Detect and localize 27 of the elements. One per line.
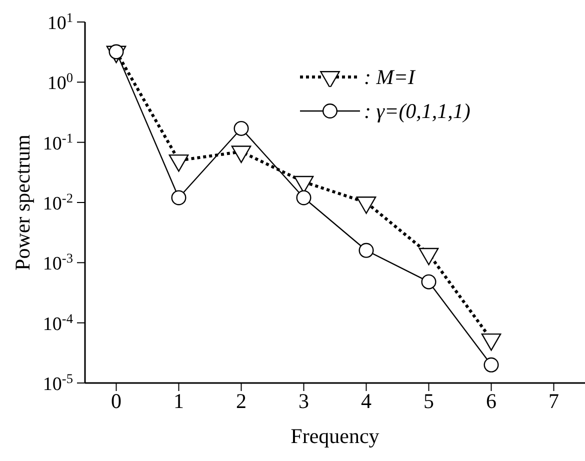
y-tick-label: 10$^{1}$ (47, 10, 73, 34)
y-tick-label: 10$^{-5}$ (42, 370, 74, 395)
x-tick-label: 1 (174, 388, 184, 413)
legend-label: : γ=(0,1,1,1) (364, 98, 470, 124)
point (484, 357, 499, 372)
y-tick-label: 10$^{-1}$ (42, 130, 73, 154)
point (356, 196, 376, 214)
point (421, 274, 436, 290)
point (296, 190, 312, 206)
point (168, 154, 189, 172)
y-tick-label: 10$^{-2}$ (42, 190, 73, 214)
x-tick-label: 5 (424, 388, 434, 413)
x-tick-label: 6 (486, 388, 496, 413)
y-tick-label: 10$^{0}$ (47, 70, 74, 94)
x-tick-label: 4 (361, 388, 372, 413)
legend-label: : M=I (364, 64, 415, 90)
x-tick-label: 0 (111, 388, 122, 413)
x-tick-label: 7 (548, 388, 559, 413)
y-tick-label: 10$^{-3}$ (42, 250, 74, 275)
point (171, 190, 186, 206)
y-tick-label: 10$^{-4}$ (42, 310, 74, 335)
x-axis-title: Frequency (290, 424, 380, 448)
point (231, 146, 252, 163)
x-tick-label: 3 (298, 388, 309, 413)
y-axis-title: Power spectrum (10, 134, 34, 270)
x-tick-label: 2 (236, 388, 246, 413)
point (358, 242, 374, 258)
